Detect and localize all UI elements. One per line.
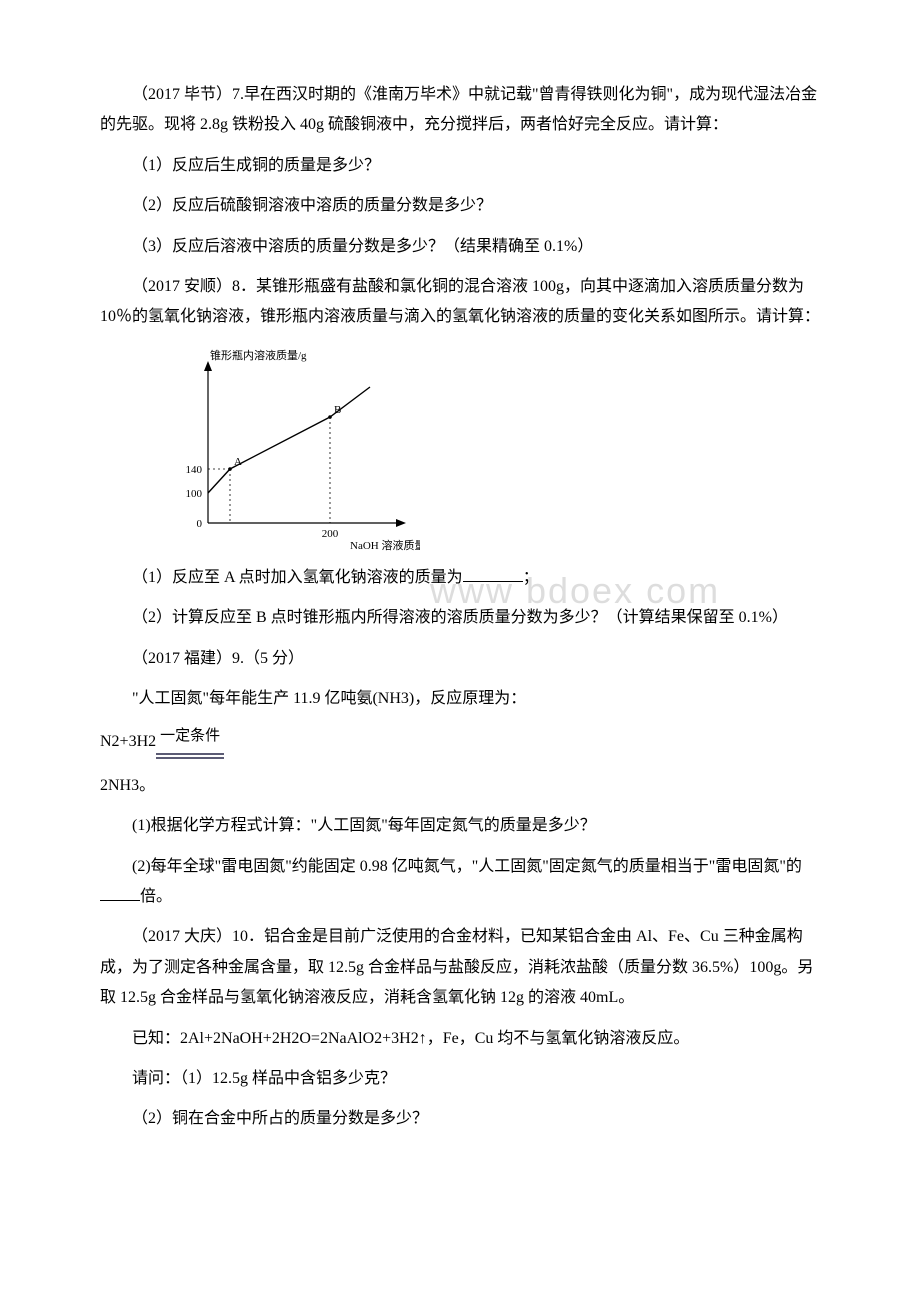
eq-condition-text: 一定条件 xyxy=(156,722,224,752)
eq-condition: 一定条件 xyxy=(156,722,224,759)
q7-sub2: （2）反应后硫酸铜溶液中溶质的质量分数是多少？ xyxy=(100,191,820,221)
q8-text: （2017 安顺）8．某锥形瓶盛有盐酸和氯化铜的混合溶液 100g，向其中逐滴加… xyxy=(100,272,820,333)
q9-blank xyxy=(100,884,140,901)
q9-eq-right: 2NH3。 xyxy=(100,771,820,801)
q7-prefix: （2017 毕节）7. xyxy=(132,86,244,103)
q8-sub2: （2）计算反应至 B 点时锥形瓶内所得溶液的溶质质量分数为多少？（计算结果保留至… xyxy=(100,603,820,633)
svg-text:锥形瓶内溶液质量/g: 锥形瓶内溶液质量/g xyxy=(210,348,307,362)
svg-text:100: 100 xyxy=(186,488,203,500)
q7-sub1: （1）反应后生成铜的质量是多少？ xyxy=(100,151,820,181)
q9-sub2-b: 倍。 xyxy=(140,888,172,905)
chart-svg: 锥形瓶内溶液质量/g 140 100 0 A B 200 NaOH 溶液质量/g xyxy=(160,343,420,553)
q9-equation: N2+3H2一定条件 xyxy=(100,724,820,761)
q8-sub1-b: ； xyxy=(523,569,539,586)
q9-sub2: (2)每年全球"雷电固氮"约能固定 0.98 亿吨氮气，"人工固氮"固定氮气的质… xyxy=(100,852,820,913)
svg-text:B: B xyxy=(334,404,341,416)
q10-sub2: （2）铜在合金中所占的质量分数是多少？ xyxy=(100,1104,820,1134)
q9-sub2-a: (2)每年全球"雷电固氮"约能固定 0.98 亿吨氮气，"人工固氮"固定氮气的质… xyxy=(132,858,802,875)
q9-line1: "人工固氮"每年能生产 11.9 亿吨氨(NH3)，反应原理为： xyxy=(100,684,820,714)
svg-text:NaOH 溶液质量/g: NaOH 溶液质量/g xyxy=(350,538,420,552)
q8-blank xyxy=(463,565,523,582)
q10-prefix: （2017 大庆）10． xyxy=(132,928,264,945)
svg-text:0: 0 xyxy=(197,518,203,530)
q10-text: （2017 大庆）10．铝合金是目前广泛使用的合金材料，已知某铝合金由 Al、F… xyxy=(100,922,820,1013)
q8-chart: 锥形瓶内溶液质量/g 140 100 0 A B 200 NaOH 溶液质量/g xyxy=(160,343,820,553)
q8-sub1-a: （1）反应至 A 点时加入氢氧化钠溶液的质量为 xyxy=(132,569,463,586)
svg-text:140: 140 xyxy=(186,464,203,476)
eq-left: N2+3H2 xyxy=(100,733,156,750)
svg-text:A: A xyxy=(234,456,242,468)
eq-double-line xyxy=(156,753,224,759)
q9-prefix: （2017 福建）9.（5 分） xyxy=(100,644,820,674)
q7-sub3: （3）反应后溶液中溶质的质量分数是多少？（结果精确至 0.1%） xyxy=(100,232,820,262)
q8-sub1: （1）反应至 A 点时加入氢氧化钠溶液的质量为 ； xyxy=(100,563,820,593)
q9-sub1: (1)根据化学方程式计算："人工固氮"每年固定氮气的质量是多少？ xyxy=(100,811,820,841)
svg-text:200: 200 xyxy=(322,528,339,540)
q8-prefix: （2017 安顺）8． xyxy=(132,278,256,295)
q10-known: 已知：2Al+2NaOH+2H2O=2NaAlO2+3H2↑，Fe，Cu 均不与… xyxy=(100,1024,820,1054)
q10-ask: 请问：（1）12.5g 样品中含铝多少克？ xyxy=(100,1064,820,1094)
q7-text: （2017 毕节）7.早在西汉时期的《淮南万毕术》中就记载"曾青得铁则化为铜"，… xyxy=(100,80,820,141)
